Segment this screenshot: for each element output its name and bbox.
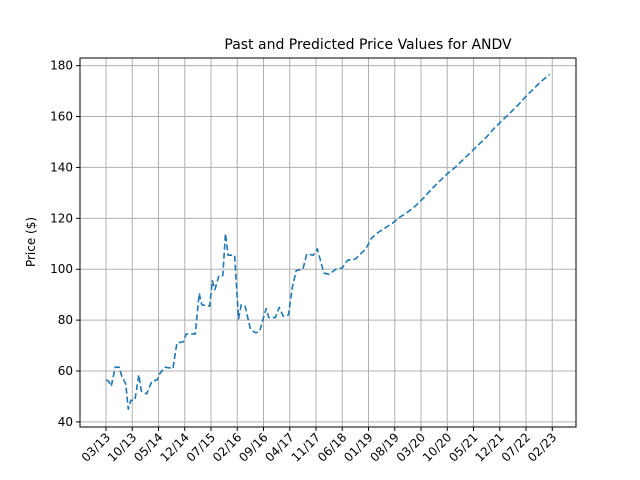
y-tick-label: 160 bbox=[50, 110, 73, 124]
y-tick-label: 140 bbox=[50, 160, 73, 174]
y-tick-label: 120 bbox=[50, 211, 73, 225]
line-layer bbox=[105, 73, 551, 410]
y-tick-label: 60 bbox=[58, 364, 73, 378]
grid-layer bbox=[80, 58, 576, 427]
y-tick-label: 100 bbox=[50, 262, 73, 276]
y-tick-label: 80 bbox=[58, 313, 73, 327]
plot-frame bbox=[79, 57, 577, 428]
y-axis: 40 60 80 100 120 140 160 180 bbox=[50, 59, 80, 429]
y-tick-label: 180 bbox=[50, 59, 73, 73]
price-series-line bbox=[105, 73, 551, 410]
chart-title: Past and Predicted Price Values for ANDV bbox=[224, 37, 512, 53]
y-tick-label: 40 bbox=[58, 415, 73, 429]
y-axis-label: Price ($) bbox=[24, 217, 38, 267]
